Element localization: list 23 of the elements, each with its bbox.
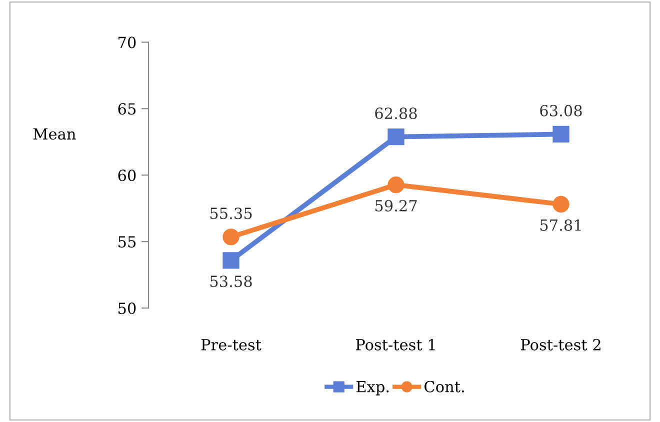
point	[222, 228, 240, 246]
y-tick-label: 65	[118, 103, 136, 115]
x-tick-label: Post-test 1	[356, 338, 435, 350]
data-label: 53.58	[210, 276, 252, 288]
point	[552, 196, 570, 213]
y-tick-label: 50	[118, 302, 136, 314]
y-tick-label: 60	[118, 170, 136, 182]
point	[388, 128, 404, 146]
point	[552, 126, 570, 143]
legend-label: Exp.	[356, 381, 389, 396]
data-label: 57.81	[540, 219, 581, 231]
point	[388, 176, 404, 194]
x-tick-label: Pre-test	[201, 339, 262, 350]
y-tick-label: 70	[118, 36, 136, 48]
x-tick-label: Post-test 2	[520, 338, 600, 350]
y-tick-label: 55	[118, 236, 136, 248]
data-label: 59.27	[375, 200, 417, 212]
data-label: 63.08	[540, 104, 582, 116]
legend-label: Cont.	[424, 380, 464, 392]
data-label: 55.35	[210, 208, 252, 220]
y-axis-title: Mean	[33, 128, 76, 140]
data-label: 62.88	[375, 108, 417, 120]
point	[222, 252, 240, 269]
